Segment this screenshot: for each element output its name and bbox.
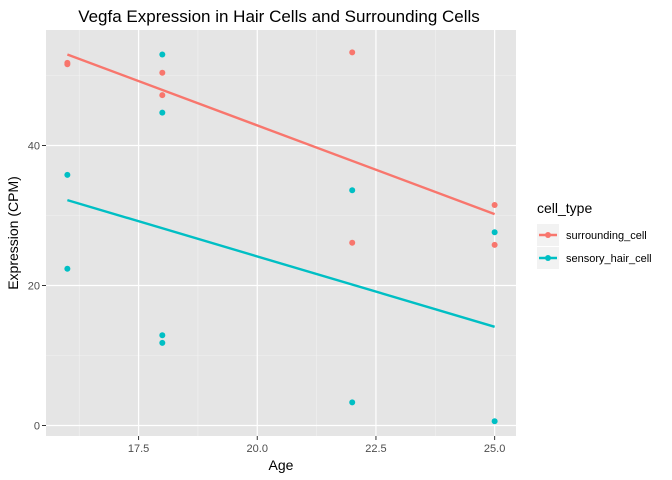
point-surrounding-cell: [491, 202, 498, 208]
legend-items: surrounding_cell sensory_hair_cell: [537, 224, 652, 269]
y-tick-label: 40: [28, 141, 40, 153]
fit-line-sensory-hair-cell: [67, 198, 495, 328]
x-tick-label: 22.5: [365, 443, 386, 455]
x-axis-ticks: 17.5 20.0 22.5 25.0: [128, 436, 505, 455]
legend-key-point: [545, 255, 551, 261]
y-axis-ticks: 0 20 40: [28, 141, 46, 433]
chart-title: Vegfa Expression in Hair Cells and Surro…: [78, 7, 480, 26]
point-sensory-hair-cell: [491, 229, 498, 236]
legend-label-surrounding-cell: surrounding_cell: [566, 230, 647, 242]
legend: cell_type surrounding_cell sensory_hair_c…: [537, 200, 652, 269]
y-tick-label: 0: [34, 421, 40, 433]
legend-item-surrounding-cell: surrounding_cell: [537, 224, 647, 246]
point-sensory-hair-cell: [159, 339, 166, 346]
legend-item-sensory-hair-cell: sensory_hair_cell: [537, 247, 652, 269]
point-sensory-hair-cell: [64, 265, 71, 272]
x-tick-label: 25.0: [484, 443, 505, 455]
x-tick-label: 20.0: [247, 443, 268, 455]
x-tick-label: 17.5: [128, 443, 149, 455]
data-points: [64, 49, 498, 425]
point-sensory-hair-cell: [159, 51, 166, 58]
legend-label-sensory-hair-cell: sensory_hair_cell: [566, 253, 652, 265]
fit-lines: [66, 53, 496, 328]
y-tick-label: 20: [28, 281, 40, 293]
fit-line-surrounding-cell: [66, 53, 496, 216]
point-surrounding-cell: [159, 69, 166, 76]
y-axis-title: Expression (CPM): [5, 176, 21, 290]
point-surrounding-cell: [349, 239, 356, 246]
point-sensory-hair-cell: [159, 332, 166, 339]
x-axis-title: Age: [269, 457, 294, 473]
plot-panel: [46, 30, 516, 436]
point-surrounding-cell: [159, 92, 166, 99]
legend-key-point: [545, 232, 551, 238]
point-surrounding-cell: [349, 49, 356, 56]
point-surrounding-cell: [491, 241, 498, 248]
legend-title: cell_type: [537, 200, 592, 216]
point-sensory-hair-cell: [349, 187, 356, 194]
point-sensory-hair-cell: [159, 109, 166, 116]
minor-gridlines: [46, 30, 516, 436]
point-surrounding-cell: [64, 59, 71, 66]
point-sensory-hair-cell: [349, 399, 356, 406]
point-sensory-hair-cell: [64, 171, 71, 178]
point-sensory-hair-cell: [491, 418, 498, 425]
